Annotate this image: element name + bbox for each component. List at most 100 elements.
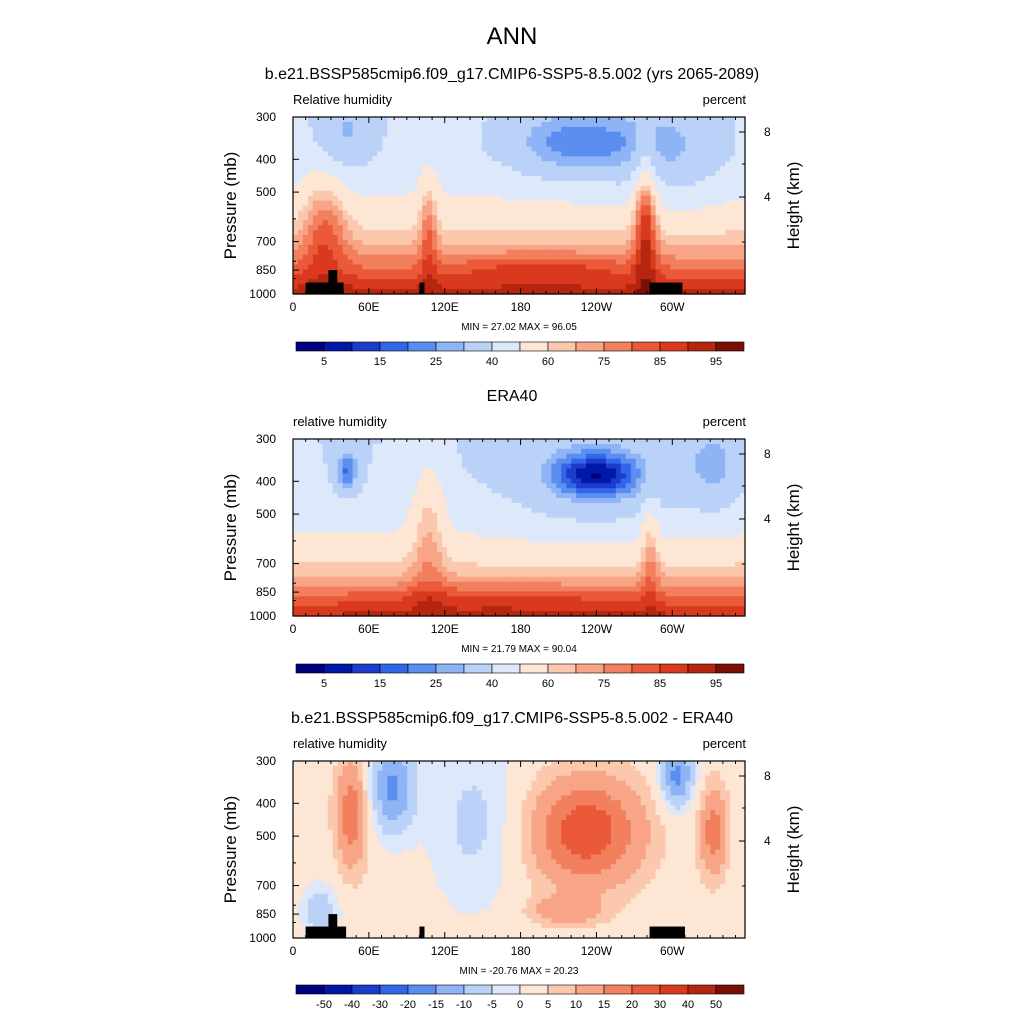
contour-cell	[362, 151, 369, 157]
contour-cell	[461, 483, 468, 489]
contour-cell	[720, 151, 726, 157]
contour-cell	[740, 512, 746, 519]
contour-cell	[591, 279, 597, 285]
contour-cell	[437, 507, 443, 514]
contour-cell	[705, 468, 711, 475]
contour-cell	[566, 166, 572, 172]
contour-cell	[546, 448, 552, 455]
contour-cell	[357, 274, 364, 280]
contour-cell	[630, 156, 637, 162]
contour-cell	[297, 488, 304, 494]
contour-cell	[372, 235, 379, 241]
contour-cell	[610, 205, 617, 212]
contour-cell	[531, 220, 537, 226]
contour-cell	[591, 254, 597, 261]
contour-cell	[531, 463, 537, 470]
contour-cell	[506, 161, 513, 167]
contour-cell	[367, 171, 374, 177]
contour-cell	[402, 151, 408, 157]
contour-cell	[397, 289, 403, 295]
contour-cell	[516, 448, 523, 455]
contour-cell	[367, 522, 374, 529]
contour-cell	[456, 498, 463, 504]
contour-cell	[456, 210, 463, 216]
contour-cell	[561, 498, 567, 504]
contour-cell	[511, 483, 518, 489]
contour-cell	[725, 180, 731, 187]
contour-cell	[680, 453, 686, 460]
contour-cell	[690, 448, 696, 455]
contour-cell	[591, 498, 597, 504]
colorbar-box	[379, 341, 409, 352]
contour-cell	[730, 171, 736, 177]
contour-cell	[586, 176, 592, 182]
contour-cell	[675, 230, 682, 236]
contour-cell	[417, 190, 423, 197]
contour-cell	[412, 220, 418, 226]
contour-cell	[695, 225, 701, 231]
contour-cell	[720, 284, 726, 290]
contour-cell	[620, 121, 627, 128]
contour-cell	[640, 205, 647, 212]
contour-cell	[511, 195, 518, 202]
contour-cell	[312, 121, 319, 128]
contour-cell	[551, 121, 557, 128]
contour-cell	[526, 259, 533, 266]
contour-cell	[705, 463, 711, 470]
contour-cell	[680, 493, 686, 499]
contour-cell	[620, 453, 627, 460]
contour-cell	[491, 468, 498, 475]
contour-cell	[293, 126, 299, 133]
contour-cell	[625, 205, 632, 212]
contour-cell	[352, 443, 359, 450]
contour-cell	[352, 180, 359, 187]
contour-cell	[521, 264, 528, 271]
left-label: Relative humidity	[293, 92, 392, 107]
contour-cell	[367, 264, 374, 271]
contour-cell	[675, 156, 682, 162]
contour-cell	[352, 166, 359, 172]
contour-cell	[511, 443, 518, 450]
contour-cell	[720, 468, 726, 475]
contour-cell	[357, 264, 364, 271]
contour-cell	[680, 220, 686, 226]
contour-cell	[461, 195, 468, 202]
contour-cell	[476, 478, 483, 484]
contour-cell	[586, 156, 592, 162]
contour-cell	[293, 131, 299, 138]
contour-cell	[352, 488, 359, 494]
contour-cell	[437, 176, 443, 182]
contour-cell	[437, 205, 443, 212]
contour-cell	[620, 235, 627, 241]
contour-cell	[610, 225, 617, 231]
contour-cell	[551, 244, 557, 251]
contour-cell	[402, 156, 408, 162]
contour-cell	[670, 498, 677, 504]
contour-cell	[506, 195, 513, 202]
contour-cell	[501, 131, 508, 138]
contour-cell	[347, 458, 354, 465]
contour-cell	[645, 439, 652, 445]
contour-cell	[645, 517, 652, 524]
contour-cell	[471, 502, 478, 509]
contour-cell	[546, 453, 552, 460]
contour-cell	[625, 210, 632, 216]
contour-cell	[332, 225, 339, 231]
contour-cell	[307, 166, 314, 172]
contour-cell	[367, 244, 374, 251]
contour-cell	[620, 146, 627, 153]
contour-cell	[451, 239, 458, 246]
contour-cell	[625, 478, 632, 484]
contour-cell	[725, 453, 731, 460]
contour-cell	[600, 166, 607, 172]
contour-cell	[432, 185, 438, 192]
contour-cell	[307, 230, 314, 236]
contour-cell	[620, 439, 627, 445]
contour-cell	[407, 458, 413, 465]
contour-cell	[327, 121, 334, 128]
contour-cell	[461, 443, 468, 450]
contour-cell	[526, 190, 533, 197]
contour-cell	[407, 166, 413, 172]
contour-cell	[297, 502, 304, 509]
contour-cell	[625, 439, 632, 445]
